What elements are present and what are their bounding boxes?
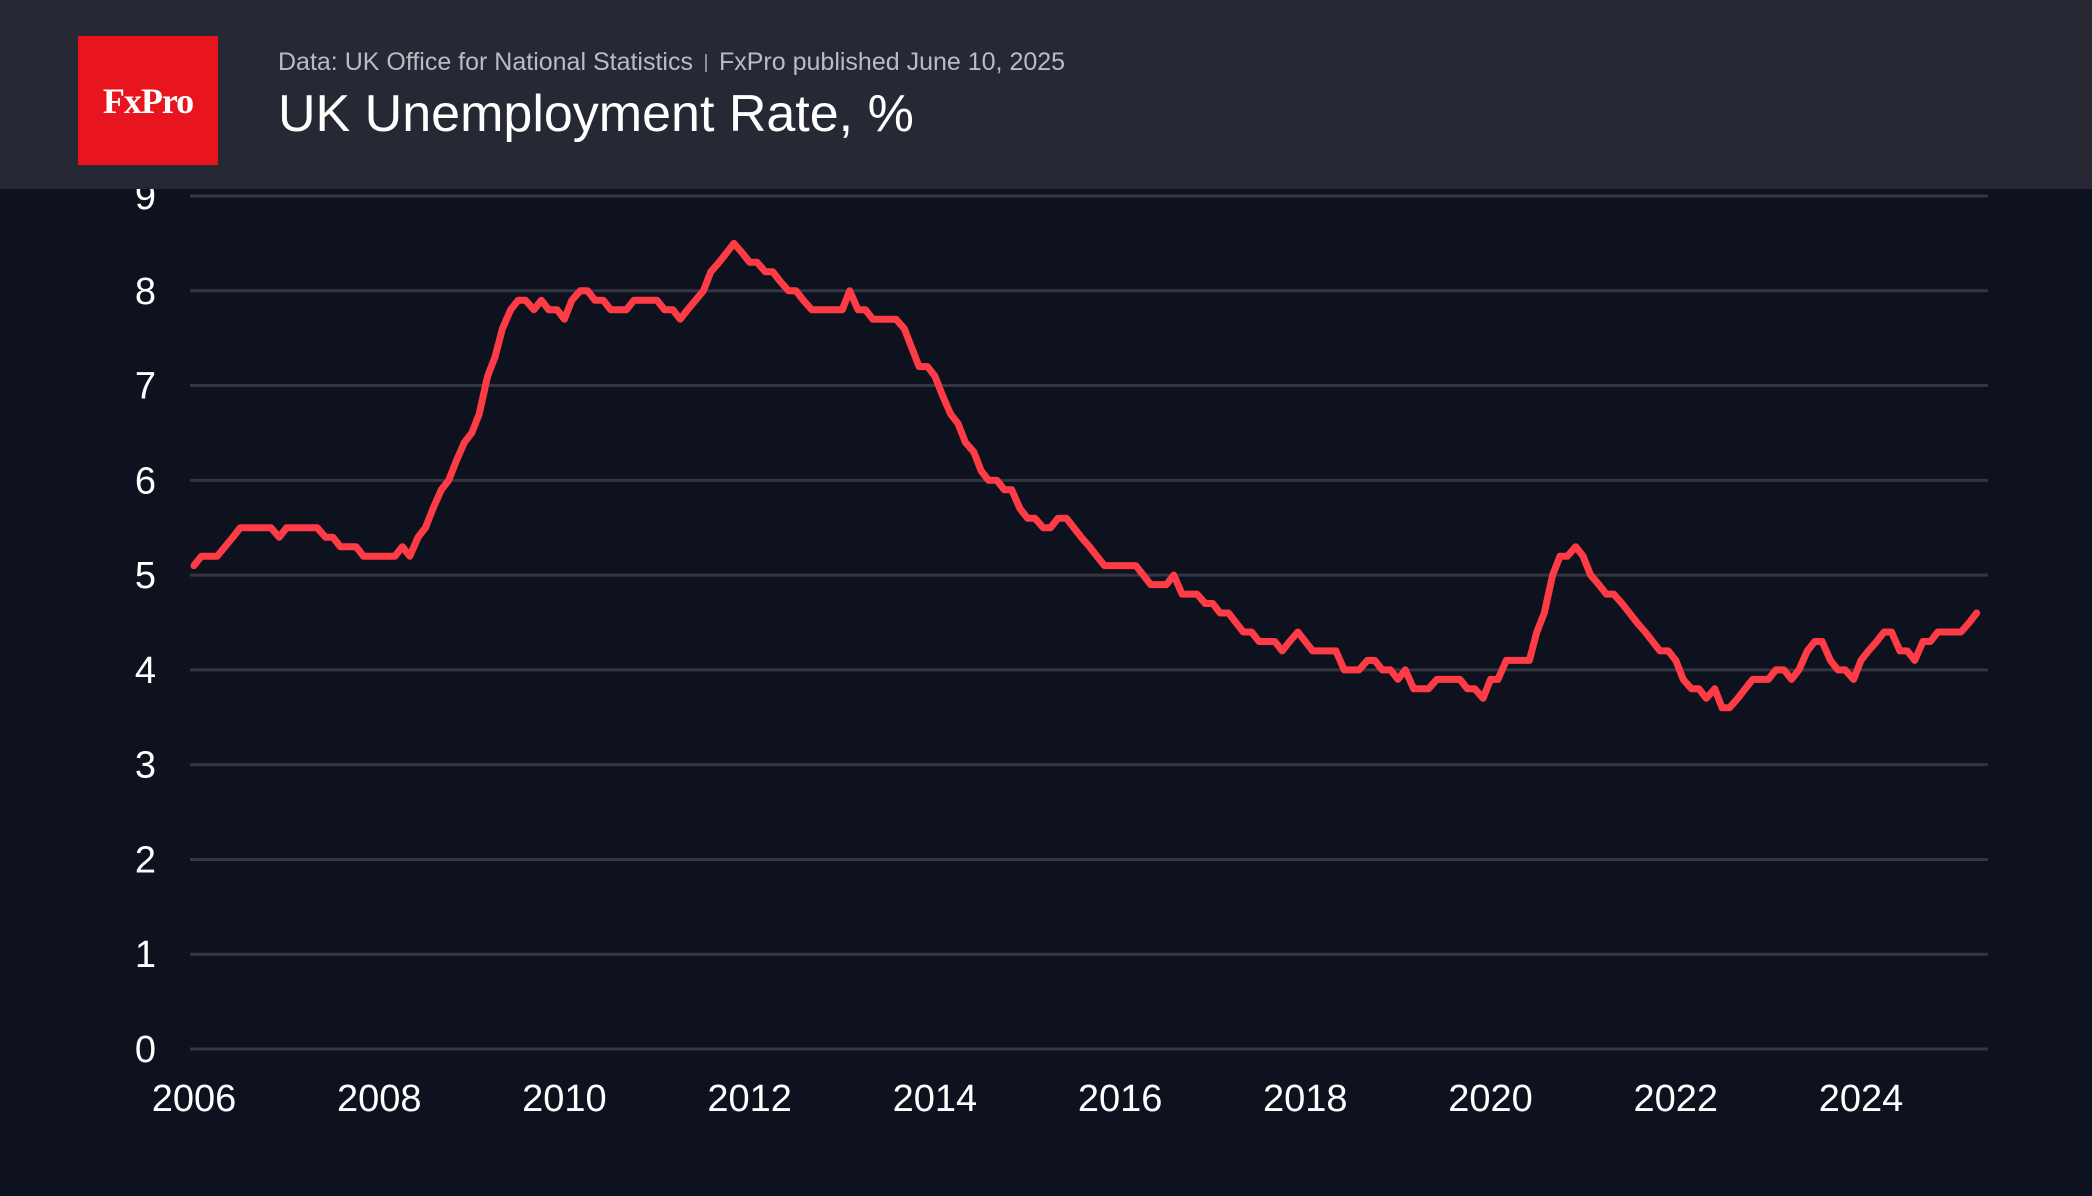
published-date: FxPro published June 10, 2025 — [718, 48, 1066, 76]
y-tick-label: 3 — [135, 745, 156, 787]
x-axis-ticks: 2006 2008 2010 2012 2014 2016 2018 2020 2022 2024 — [152, 1078, 1904, 1120]
y-tick-label: 9 — [135, 189, 156, 218]
x-tick-label: 2008 — [337, 1078, 422, 1120]
y-tick-label: 1 — [135, 934, 156, 976]
y-tick-label: 8 — [135, 271, 156, 313]
x-tick-label: 2022 — [1633, 1078, 1718, 1120]
x-tick-label: 2014 — [893, 1078, 978, 1120]
y-tick-label: 7 — [135, 366, 156, 408]
y-tick-label: 4 — [135, 650, 156, 692]
x-tick-label: 2012 — [707, 1078, 792, 1120]
y-tick-label: 6 — [135, 460, 156, 502]
series-layer — [190, 239, 1981, 712]
y-tick-label: 2 — [135, 839, 156, 881]
y-tick-label: 5 — [135, 555, 156, 597]
y-axis-ticks: 0 1 2 3 4 5 6 7 8 9 — [135, 189, 156, 1071]
y-tick-label: 0 — [135, 1029, 156, 1071]
x-tick-label: 2018 — [1263, 1078, 1348, 1120]
source-separator — [704, 53, 707, 72]
source-line: Data: UK Office for National Statistics … — [278, 48, 1065, 77]
x-tick-label: 2016 — [1078, 1078, 1163, 1120]
x-tick-label: 2006 — [152, 1078, 237, 1120]
grid-lines — [190, 194, 1988, 1051]
series-line-unemployment-rate — [190, 239, 1981, 712]
chart-title: UK Unemployment Rate, % — [278, 85, 914, 143]
fxpro-logo: FxPro — [78, 36, 218, 165]
chart-header: FxPro Data: UK Office for National Stati… — [0, 0, 2092, 189]
data-source: Data: UK Office for National Statistics — [278, 48, 693, 76]
x-tick-label: 2010 — [522, 1078, 607, 1120]
x-tick-label: 2020 — [1448, 1078, 1533, 1120]
logo-text: FxPro — [102, 80, 194, 121]
x-tick-label: 2024 — [1819, 1078, 1904, 1120]
